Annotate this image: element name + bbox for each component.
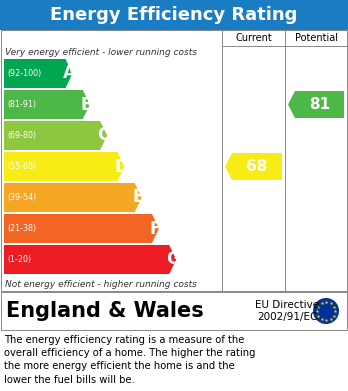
Polygon shape (4, 245, 176, 274)
Text: C: C (97, 127, 110, 145)
Text: B: B (80, 95, 93, 113)
Text: EU Directive
2002/91/EC: EU Directive 2002/91/EC (255, 300, 319, 322)
Text: (39-54): (39-54) (7, 193, 36, 202)
Polygon shape (288, 91, 344, 118)
Text: (92-100): (92-100) (7, 69, 41, 78)
Text: E: E (133, 188, 144, 206)
Text: (55-68): (55-68) (7, 162, 36, 171)
Text: England & Wales: England & Wales (6, 301, 204, 321)
Bar (1, 30, 347, 291)
Text: Current: Current (235, 33, 272, 43)
Text: A: A (63, 65, 76, 83)
Text: 81: 81 (309, 97, 330, 112)
Text: G: G (166, 251, 180, 269)
Text: Energy Efficiency Rating: Energy Efficiency Rating (50, 6, 298, 24)
Polygon shape (4, 152, 124, 181)
Text: The energy efficiency rating is a measure of the
overall efficiency of a home. T: The energy efficiency rating is a measur… (4, 335, 255, 385)
Polygon shape (4, 59, 73, 88)
Text: 68: 68 (246, 159, 268, 174)
Text: (69-80): (69-80) (7, 131, 36, 140)
Bar (0, 0, 348, 30)
Polygon shape (4, 121, 107, 150)
Polygon shape (4, 214, 159, 243)
Text: F: F (150, 219, 161, 237)
Polygon shape (4, 90, 90, 119)
Text: (81-91): (81-91) (7, 100, 36, 109)
Text: D: D (114, 158, 128, 176)
Text: Potential: Potential (294, 33, 338, 43)
Text: Very energy efficient - lower running costs: Very energy efficient - lower running co… (5, 48, 197, 57)
Polygon shape (4, 183, 142, 212)
Polygon shape (225, 153, 282, 180)
Text: Not energy efficient - higher running costs: Not energy efficient - higher running co… (5, 280, 197, 289)
Circle shape (313, 298, 339, 324)
Bar (1, 292, 347, 330)
Text: (1-20): (1-20) (7, 255, 31, 264)
Text: (21-38): (21-38) (7, 224, 36, 233)
